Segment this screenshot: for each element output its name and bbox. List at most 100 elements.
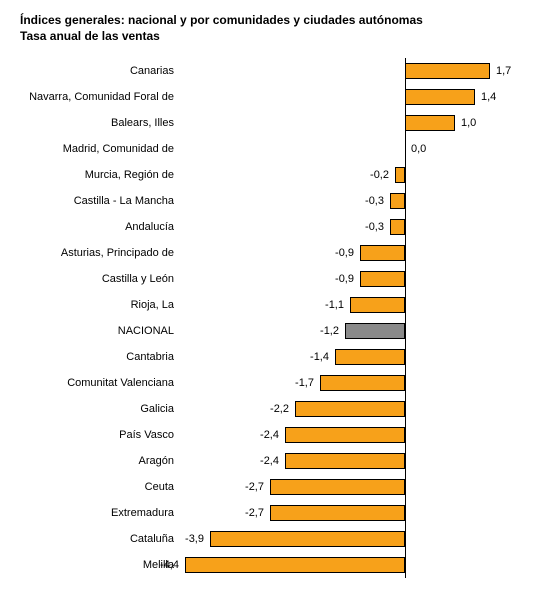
bar-label: Murcia, Región de [0,162,180,188]
bar-row: Madrid, Comunidad de 0,0 [0,136,550,162]
bar-row: Navarra, Comunidad Foral de1,4 [0,84,550,110]
bar [360,271,405,287]
bar-value: -1,2 [320,318,339,344]
bar-label: Cantabria [0,344,180,370]
bar-row: NACIONAL -1,2 [0,318,550,344]
bar-plot-area: -0,9 [180,240,540,266]
bar-row: Asturias, Principado de -0,9 [0,240,550,266]
bar [210,531,405,547]
bar [320,375,405,391]
bar [405,63,490,79]
bar-plot-area: 0,0 [180,136,540,162]
bar-plot-area: -1,2 [180,318,540,344]
bar [270,479,405,495]
bar-plot-area: -1,1 [180,292,540,318]
bar-value: -0,3 [365,214,384,240]
bar-value: 1,0 [461,110,476,136]
bar-label: Asturias, Principado de [0,240,180,266]
bar-plot-area: -1,7 [180,370,540,396]
bar-plot-area: -0,3 [180,188,540,214]
bar-plot-area: 1,0 [180,110,540,136]
bar-row: Melilla-4,4 [0,552,550,578]
bar-row: Cataluña -3,9 [0,526,550,552]
bar-plot-area: -2,7 [180,500,540,526]
bar-label: Comunitat Valenciana [0,370,180,396]
bar-row: Canarias 1,7 [0,58,550,84]
bar-plot-area: -2,2 [180,396,540,422]
bar-label: Canarias [0,58,180,84]
bar-value: -1,4 [310,344,329,370]
bar [270,505,405,521]
bar [350,297,405,313]
bar [390,219,405,235]
bar-row: Balears, Illes 1,0 [0,110,550,136]
bar-value: -0,2 [370,162,389,188]
bar-value: -2,7 [245,474,264,500]
bar-row: Ceuta -2,7 [0,474,550,500]
bar-label: Rioja, La [0,292,180,318]
bar-row: Castilla y León-0,9 [0,266,550,292]
bar-value: 1,4 [481,84,496,110]
bar-value: -2,4 [260,422,279,448]
bar-row: Extremadura -2,7 [0,500,550,526]
bar-label: Castilla - La Mancha [0,188,180,214]
bar-row: Galicia -2,2 [0,396,550,422]
bar-value: -2,4 [260,448,279,474]
bar-label: NACIONAL [0,318,180,344]
bar-plot-area: -0,2 [180,162,540,188]
bar-value: -4,4 [160,552,179,578]
bar [405,115,455,131]
bar-plot-area: -3,9 [180,526,540,552]
bar-row: Aragón -2,4 [0,448,550,474]
bar-plot-area: -1,4 [180,344,540,370]
bar-value: -2,2 [270,396,289,422]
bar-chart: Canarias 1,7Navarra, Comunidad Foral de1,… [0,58,550,578]
bar [295,401,405,417]
bar-value: -1,7 [295,370,314,396]
bar-plot-area: -2,7 [180,474,540,500]
bar-value: 1,7 [496,58,511,84]
bar-highlight [345,323,405,339]
bar [395,167,405,183]
bar [185,557,405,573]
bar-label: Balears, Illes [0,110,180,136]
bar-label: Andalucía [0,214,180,240]
bar-value: -0,9 [335,266,354,292]
bar-label: Galicia [0,396,180,422]
chart-title: Índices generales: nacional y por comuni… [0,0,550,44]
bar-label: Melilla [0,552,180,578]
bar-value: -1,1 [325,292,344,318]
bar-plot-area: 1,4 [180,84,540,110]
bar-plot-area: -0,3 [180,214,540,240]
chart-title-line1: Índices generales: nacional y por comuni… [20,12,550,28]
bar-label: Extremadura [0,500,180,526]
bar [285,453,405,469]
bar [360,245,405,261]
bar-label: Cataluña [0,526,180,552]
bar-plot-area: -4,4 [180,552,540,578]
bar-plot-area: -2,4 [180,448,540,474]
bar-label: Aragón [0,448,180,474]
bar-row: Comunitat Valenciana -1,7 [0,370,550,396]
bar-row: Cantabria -1,4 [0,344,550,370]
bar-value: -3,9 [185,526,204,552]
bar-row: Rioja, La -1,1 [0,292,550,318]
bar-row: Castilla - La Mancha -0,3 [0,188,550,214]
bar-label: País Vasco [0,422,180,448]
bar [285,427,405,443]
bar-value: -0,3 [365,188,384,214]
bar-label: Ceuta [0,474,180,500]
bar-plot-area: 1,7 [180,58,540,84]
bar [335,349,405,365]
bar-row: Murcia, Región de -0,2 [0,162,550,188]
bar-plot-area: -2,4 [180,422,540,448]
bar-row: Andalucía -0,3 [0,214,550,240]
bar-value: -2,7 [245,500,264,526]
bar [390,193,405,209]
bar-value: 0,0 [411,136,426,162]
bar-label: Madrid, Comunidad de [0,136,180,162]
bar [405,89,475,105]
bar-plot-area: -0,9 [180,266,540,292]
chart-title-line2: Tasa anual de las ventas [20,28,550,44]
bar-value: -0,9 [335,240,354,266]
